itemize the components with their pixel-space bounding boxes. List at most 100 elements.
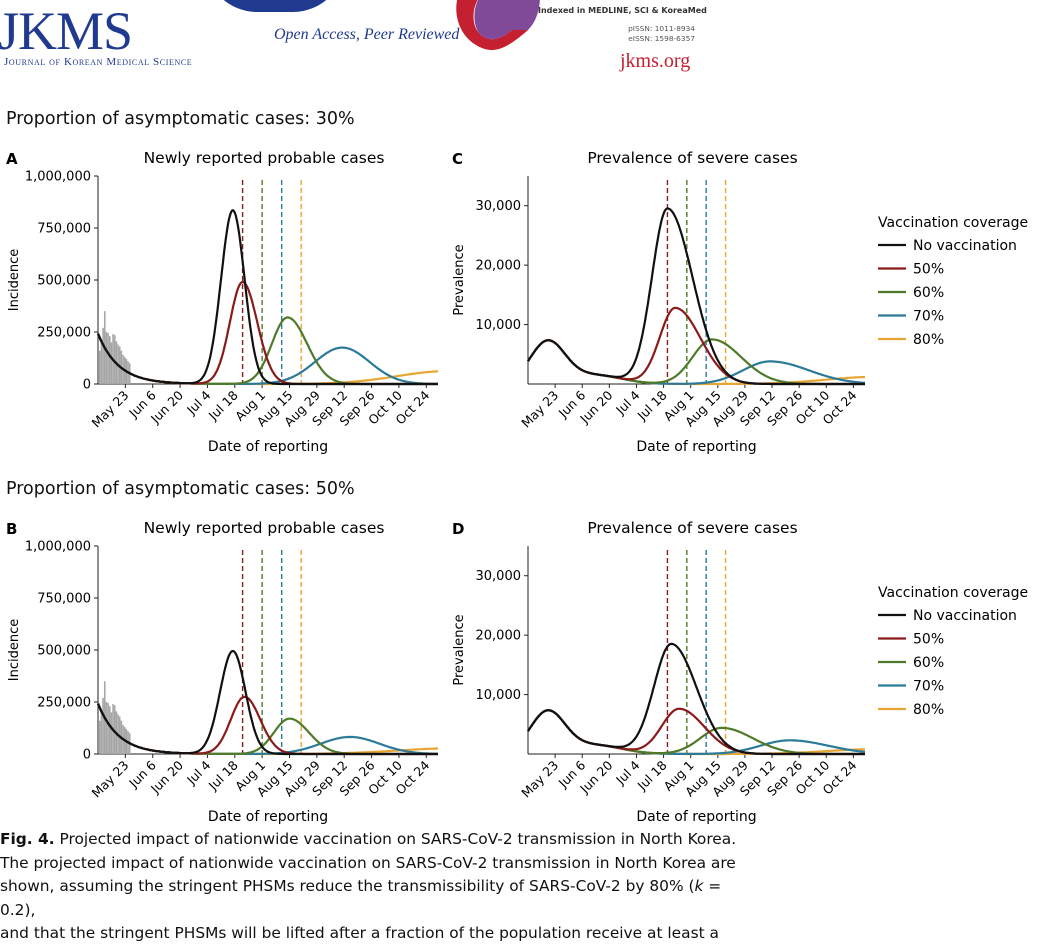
x-tick-label: May 23 xyxy=(518,388,561,431)
y-tick-label: 750,000 xyxy=(37,592,91,607)
section-title-30: Proportion of asymptomatic cases: 30% xyxy=(6,109,355,129)
y-axis-label: Prevalence xyxy=(452,244,467,315)
observed-bar xyxy=(108,336,111,384)
chart-title: Newly reported probable cases xyxy=(144,519,385,537)
panel-letter: A xyxy=(6,150,18,168)
figure: A Newly reported probable cases 0 250,000 50… xyxy=(6,149,1028,825)
legend-label: No vaccination xyxy=(913,238,1017,254)
observed-bar xyxy=(107,333,109,384)
panel-letter: C xyxy=(452,150,463,168)
observed-bar xyxy=(113,705,116,754)
series-line-50- xyxy=(96,280,439,386)
journal-eissn: eISSN: 1598-6357 xyxy=(628,34,695,43)
series-line-60- xyxy=(527,338,866,386)
series-line-70- xyxy=(96,703,439,756)
y-tick-label: 750,000 xyxy=(37,222,91,237)
y-tick-label: 0 xyxy=(83,378,91,393)
legend-label: No vaccination xyxy=(913,608,1017,624)
journal-abbrev: JKMS xyxy=(0,1,133,61)
chart-panel-c: C Prevalence of severe cases 10,000 20,000 3… xyxy=(452,149,1028,455)
observed-bar xyxy=(100,709,103,754)
y-axis-label: Prevalence xyxy=(452,614,467,685)
series-line-no-vaccination xyxy=(96,649,439,756)
legend-label: 80% xyxy=(913,702,944,718)
y-tick-label: 500,000 xyxy=(37,644,91,659)
caption-line-4: and that the stringent PHSMs will be lif… xyxy=(0,924,719,943)
logo-shape xyxy=(205,0,345,12)
observed-bar xyxy=(110,712,113,754)
x-tick-label: May 23 xyxy=(518,758,561,801)
observed-bar xyxy=(113,335,116,384)
observed-bar xyxy=(102,697,104,754)
series-line-no-vaccination xyxy=(527,207,866,386)
series-line-50- xyxy=(527,707,866,756)
journal-indexing: Indexed in MEDLINE, SCI & KoreaMed xyxy=(538,6,707,15)
legend-label: 60% xyxy=(913,655,944,671)
observed-bar xyxy=(108,706,111,754)
y-axis-label: Incidence xyxy=(7,249,22,311)
series-line-80- xyxy=(527,709,866,756)
observed-bar xyxy=(100,339,103,384)
chart-panel-d: D Prevalence of severe cases 10,000 20,000 3… xyxy=(452,519,1028,825)
legend-label: 50% xyxy=(913,632,944,648)
series-line-60- xyxy=(527,709,866,756)
y-tick-label: 250,000 xyxy=(37,326,91,341)
panel-letter: D xyxy=(452,520,464,538)
y-tick-label: 30,000 xyxy=(476,199,522,214)
x-axis-label: Date of reporting xyxy=(636,809,756,825)
chart-title: Newly reported probable cases xyxy=(144,149,385,167)
series-line-70- xyxy=(527,709,866,756)
series-line-no-vaccination xyxy=(527,642,866,756)
observed-bar xyxy=(102,327,104,384)
legend: Vaccination coverage No vaccination 50% 60%… xyxy=(878,585,1028,718)
x-tick-label: May 23 xyxy=(89,388,132,431)
journal-header: JKMS Journal of Korean Medical Science O… xyxy=(0,0,1064,82)
panel-letter: B xyxy=(6,520,17,538)
legend-label: 60% xyxy=(913,285,944,301)
y-tick-label: 0 xyxy=(83,748,91,763)
journal-tagline: Open Access, Peer Reviewed xyxy=(274,26,460,43)
y-tick-label: 10,000 xyxy=(476,688,522,703)
caption-label: Fig. 4. xyxy=(0,830,55,848)
figure-caption: Fig. 4. Projected impact of nationwide v… xyxy=(0,828,760,946)
y-tick-label: 1,000,000 xyxy=(25,170,91,185)
journal-name: Journal of Korean Medical Science xyxy=(4,56,193,68)
y-axis-label: Incidence xyxy=(7,619,22,681)
series-line-no-vaccination xyxy=(96,209,439,386)
section-title-50: Proportion of asymptomatic cases: 50% xyxy=(6,479,355,499)
observed-bar xyxy=(105,702,108,754)
x-axis-label: Date of reporting xyxy=(636,439,756,455)
observed-bar xyxy=(110,342,113,384)
journal-site: jkms.org xyxy=(620,50,691,72)
y-tick-label: 20,000 xyxy=(476,259,522,274)
caption-line-1: Fig. 4. Projected impact of nationwide v… xyxy=(0,828,760,852)
legend-title: Vaccination coverage xyxy=(878,585,1028,601)
observed-bar xyxy=(98,720,101,754)
legend-label: 70% xyxy=(913,309,944,325)
journal-swoosh xyxy=(456,0,540,50)
series-line-80- xyxy=(527,339,866,386)
observed-bar xyxy=(107,703,109,754)
y-tick-label: 10,000 xyxy=(476,318,522,333)
observed-bar xyxy=(98,350,101,384)
journal-pissn: pISSN: 1011-8934 xyxy=(628,24,695,33)
y-tick-label: 1,000,000 xyxy=(25,540,91,555)
caption-line-2: The projected impact of nationwide vacci… xyxy=(0,853,736,872)
legend: Vaccination coverage No vaccination 50% 60%… xyxy=(878,215,1028,348)
chart-title: Prevalence of severe cases xyxy=(587,149,797,167)
chart-panel-a: A Newly reported probable cases 0 250,000 50… xyxy=(6,149,439,455)
y-tick-label: 250,000 xyxy=(37,696,91,711)
chart-panel-b: B Newly reported probable cases 0 250,000 50… xyxy=(6,519,439,825)
x-axis-label: Date of reporting xyxy=(208,809,328,825)
legend-label: 50% xyxy=(913,262,944,278)
x-axis-label: Date of reporting xyxy=(208,439,328,455)
series-line-70- xyxy=(527,339,866,385)
x-tick-label: May 23 xyxy=(89,758,132,801)
observed-bar xyxy=(105,332,108,384)
y-tick-label: 20,000 xyxy=(476,629,522,644)
y-tick-label: 30,000 xyxy=(476,569,522,584)
y-tick-label: 500,000 xyxy=(37,274,91,289)
chart-title: Prevalence of severe cases xyxy=(587,519,797,537)
caption-line-3: shown, assuming the stringent PHSMs redu… xyxy=(0,877,722,919)
legend-label: 70% xyxy=(913,679,944,695)
